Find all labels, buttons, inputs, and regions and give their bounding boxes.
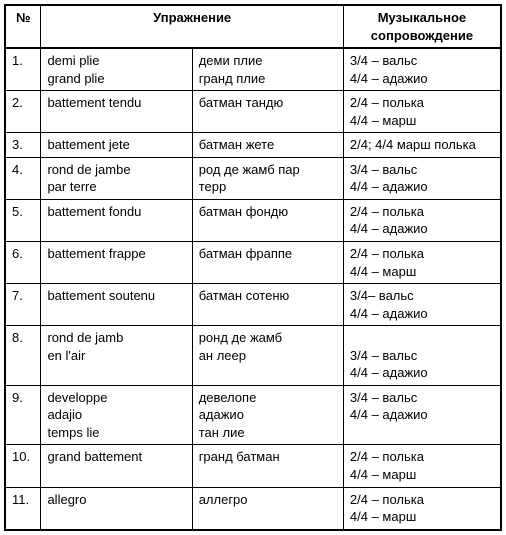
cell-exercise-ru: род де жамб партерр: [192, 157, 343, 199]
table-header-row: № Упражнение Музыкальное сопровождение: [5, 5, 501, 48]
cell-num: 7.: [5, 284, 41, 326]
table-row: 6.battement frappeбатман фраппе2/4 – пол…: [5, 242, 501, 284]
table-row: 10.grand battementгранд батман2/4 – поль…: [5, 445, 501, 487]
cell-music: 2/4; 4/4 марш полька: [343, 133, 501, 158]
cell-exercise-fr: developpeadajiotemps lie: [41, 385, 192, 445]
cell-music: 3/4 – вальс4/4 – адажио: [343, 385, 501, 445]
cell-num: 2.: [5, 91, 41, 133]
cell-num: 9.: [5, 385, 41, 445]
table-row: 9.developpeadajiotemps lieдевелопеадажио…: [5, 385, 501, 445]
table-row: 4.rond de jambepar terreрод де жамб парт…: [5, 157, 501, 199]
exercise-table: № Упражнение Музыкальное сопровождение 1…: [4, 4, 502, 531]
cell-exercise-ru: аллегро: [192, 487, 343, 530]
cell-exercise-ru: батман фраппе: [192, 242, 343, 284]
cell-exercise-ru: батман сотеню: [192, 284, 343, 326]
table-row: 8.rond de jamben l'airронд де жамбан лее…: [5, 326, 501, 386]
cell-music: 2/4 – полька4/4 – марш: [343, 445, 501, 487]
table-body: 1.demi pliegrand plieдеми плиегранд плие…: [5, 48, 501, 530]
cell-exercise-ru: батман фондю: [192, 199, 343, 241]
cell-music: 2/4 – полька4/4 – марш: [343, 91, 501, 133]
cell-exercise-ru: гранд батман: [192, 445, 343, 487]
cell-exercise-fr: rond de jamben l'air: [41, 326, 192, 386]
cell-music: 3/4 – вальс4/4 – адажио: [343, 48, 501, 91]
cell-exercise-fr: battement frappe: [41, 242, 192, 284]
cell-exercise-fr: demi pliegrand plie: [41, 48, 192, 91]
cell-exercise-ru: батман жете: [192, 133, 343, 158]
table-row: 11.allegroаллегро2/4 – полька4/4 – марш: [5, 487, 501, 530]
cell-exercise-fr: battement jete: [41, 133, 192, 158]
cell-exercise-fr: battement tendu: [41, 91, 192, 133]
table-row: 3.battement jeteбатман жете2/4; 4/4 марш…: [5, 133, 501, 158]
cell-exercise-ru: деми плиегранд плие: [192, 48, 343, 91]
header-num: №: [5, 5, 41, 48]
table-row: 5.battement fonduбатман фондю2/4 – польк…: [5, 199, 501, 241]
cell-num: 3.: [5, 133, 41, 158]
cell-num: 6.: [5, 242, 41, 284]
cell-music: 3/4– вальс4/4 – адажио: [343, 284, 501, 326]
cell-num: 1.: [5, 48, 41, 91]
cell-num: 8.: [5, 326, 41, 386]
cell-music: 2/4 – полька4/4 – марш: [343, 487, 501, 530]
cell-exercise-fr: grand battement: [41, 445, 192, 487]
cell-exercise-fr: rond de jambepar terre: [41, 157, 192, 199]
cell-music: 3/4 – вальс4/4 – адажио: [343, 157, 501, 199]
cell-music: 2/4 – полька4/4 – марш: [343, 242, 501, 284]
cell-num: 5.: [5, 199, 41, 241]
cell-num: 10.: [5, 445, 41, 487]
cell-music: 2/4 – полька4/4 – адажио: [343, 199, 501, 241]
cell-exercise-fr: battement soutenu: [41, 284, 192, 326]
table-row: 1.demi pliegrand plieдеми плиегранд плие…: [5, 48, 501, 91]
cell-exercise-fr: battement fondu: [41, 199, 192, 241]
cell-exercise-ru: девелопеадажиотан лие: [192, 385, 343, 445]
cell-num: 11.: [5, 487, 41, 530]
table-row: 7.battement soutenuбатман сотеню3/4– вал…: [5, 284, 501, 326]
header-music: Музыкальное сопровождение: [343, 5, 501, 48]
cell-exercise-fr: allegro: [41, 487, 192, 530]
header-exercise: Упражнение: [41, 5, 343, 48]
cell-music: 3/4 – вальс4/4 – адажио: [343, 326, 501, 386]
cell-exercise-ru: батман тандю: [192, 91, 343, 133]
table-row: 2.battement tenduбатман тандю2/4 – польк…: [5, 91, 501, 133]
cell-num: 4.: [5, 157, 41, 199]
cell-exercise-ru: ронд де жамбан леер: [192, 326, 343, 386]
